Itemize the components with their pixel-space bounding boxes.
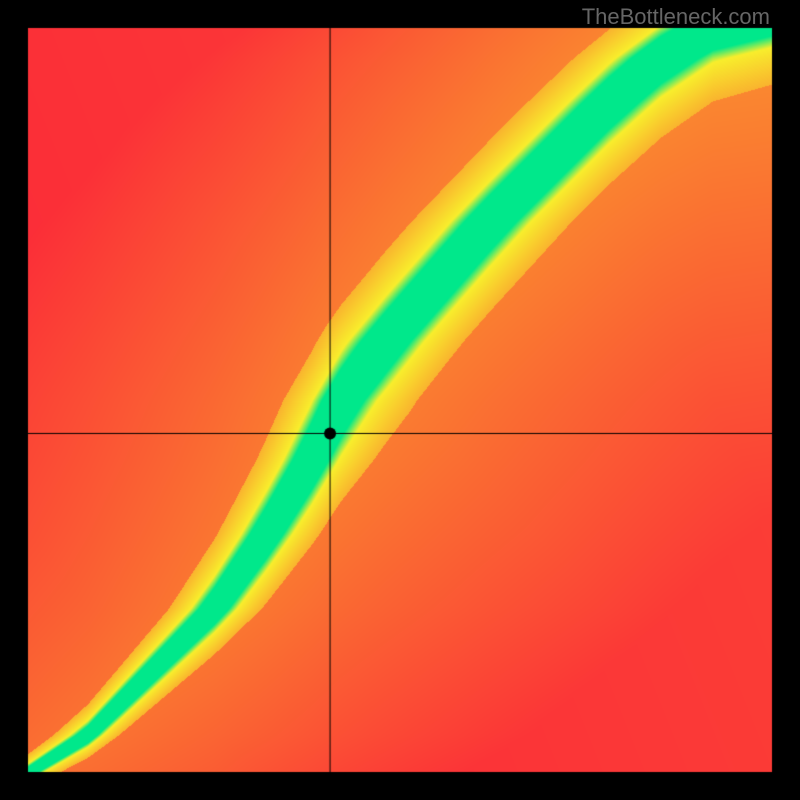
bottleneck-heatmap <box>0 0 800 800</box>
chart-container: TheBottleneck.com <box>0 0 800 800</box>
watermark-text: TheBottleneck.com <box>582 4 770 30</box>
